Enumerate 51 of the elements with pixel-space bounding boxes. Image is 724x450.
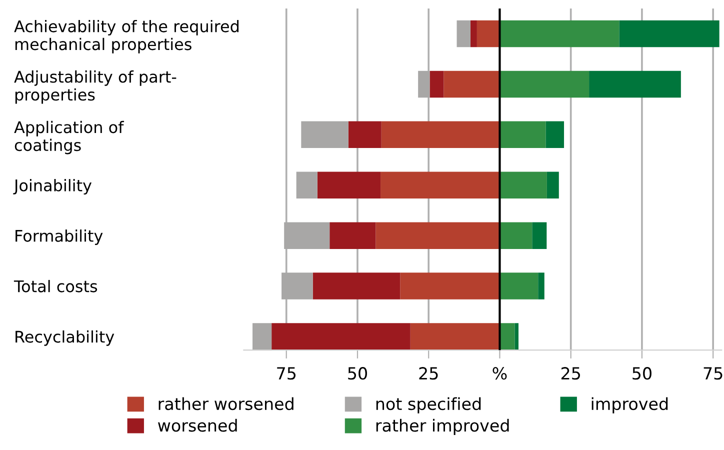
x-tick-label: 25 — [419, 367, 438, 380]
y-tick-label: Recyclability — [16, 330, 114, 346]
bar — [330, 222, 376, 249]
bar — [410, 323, 500, 350]
y-tick-label: Application of coatings — [14, 120, 124, 154]
bar — [500, 20, 620, 48]
x-tick-label: 25 — [561, 367, 580, 380]
bar — [376, 222, 500, 249]
bar — [514, 323, 518, 350]
bar — [500, 121, 546, 148]
bar — [532, 222, 547, 249]
bar — [317, 172, 381, 198]
bar — [381, 121, 500, 148]
bar — [301, 121, 348, 148]
legend-label: rather improved — [376, 418, 509, 435]
bar — [380, 172, 500, 198]
bar — [500, 172, 547, 198]
bar — [470, 20, 477, 48]
bar — [546, 121, 564, 148]
y-tick-label: Achievability of the required mechanical properties — [14, 20, 239, 54]
x-tick-label: 75 — [704, 367, 722, 380]
bar — [312, 272, 400, 300]
bar — [296, 172, 318, 198]
bar — [400, 272, 500, 300]
x-tick-label: 75 — [277, 367, 296, 380]
y-tick-label: Adjustability of part- properties — [14, 70, 176, 104]
legend-label: rather worsened — [158, 397, 294, 410]
bar — [272, 323, 410, 350]
y-tick-label: Total costs — [14, 280, 98, 292]
bar — [500, 222, 532, 249]
bar — [348, 121, 382, 148]
x-tick-label: % — [492, 367, 507, 380]
bar — [619, 20, 720, 48]
bar — [444, 70, 500, 98]
x-tick-label: 50 — [632, 367, 652, 380]
x-tick-label: 50 — [348, 367, 367, 380]
bar — [500, 272, 538, 300]
y-tick-label: Joinability — [13, 179, 92, 195]
legend-label: not specified — [376, 397, 481, 414]
bar — [538, 272, 544, 300]
y-tick-label: Formability — [16, 230, 103, 245]
legend-label: worsened — [158, 418, 237, 432]
bar — [456, 20, 470, 48]
bar — [546, 172, 559, 198]
bar — [500, 70, 590, 98]
bar — [476, 20, 500, 48]
bar — [500, 323, 515, 350]
bar — [589, 70, 681, 98]
bar — [430, 70, 444, 98]
bar — [252, 323, 272, 350]
legend-label: improved — [592, 397, 668, 414]
